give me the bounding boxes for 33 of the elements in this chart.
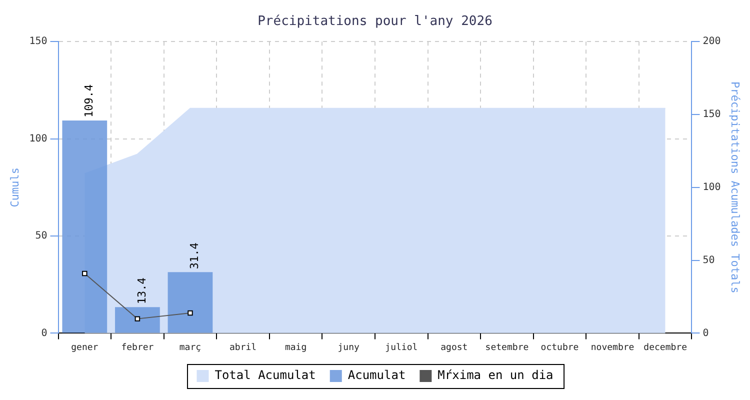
- legend-label: Total Acumulat: [214, 368, 316, 382]
- x-tick-label: gener: [71, 342, 99, 353]
- y-tick-label: 100: [29, 133, 48, 144]
- bar: [62, 120, 108, 333]
- y-tick-label: 50: [35, 230, 48, 242]
- bar: [168, 272, 213, 333]
- x-tick-label: octubre: [540, 342, 579, 353]
- y2-tick-label: 150: [702, 109, 721, 120]
- x-tick-label: juliol: [385, 342, 418, 353]
- data-label: 13.4: [135, 277, 148, 304]
- x-tick-label: setembre: [485, 342, 529, 353]
- y2-axis-title: Précipitations Acumulades Totals: [728, 81, 742, 294]
- y2-tick-label: 50: [702, 254, 715, 266]
- x-tick-label: agost: [440, 342, 468, 353]
- x-tick-label: novembre: [590, 342, 634, 353]
- data-label: 109.4: [82, 84, 96, 118]
- x-tick-label: juny: [338, 342, 360, 353]
- x-tick-label: març: [179, 342, 202, 353]
- x-tick-label: febrer: [121, 342, 154, 353]
- y2-tick-label: 200: [702, 36, 721, 48]
- y2-tick-label: 0: [702, 328, 709, 339]
- y-tick-label: 0: [41, 328, 48, 339]
- x-tick-label: decembre: [644, 342, 688, 353]
- legend-label: Acumulat: [348, 368, 406, 382]
- legend-label: Mŕxima en un dia: [438, 368, 554, 382]
- bar: [115, 307, 160, 333]
- data-label: 31.4: [188, 242, 202, 270]
- y-axis-title: Cumuls: [8, 168, 22, 208]
- x-tick-label: maig: [284, 342, 307, 353]
- y-tick-label: 150: [29, 36, 48, 48]
- chart-title: Précipitations pour l'any 2026: [258, 14, 492, 30]
- x-tick-label: abril: [229, 342, 257, 353]
- y2-tick-label: 100: [702, 182, 721, 193]
